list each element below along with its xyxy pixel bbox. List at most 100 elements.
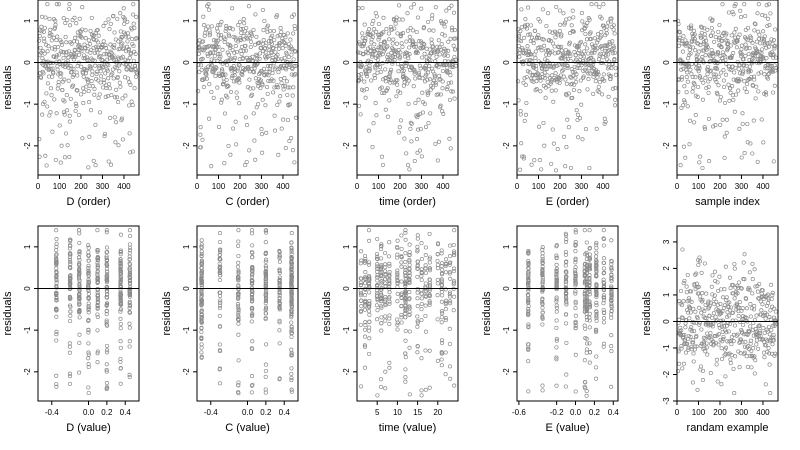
data-point	[249, 272, 255, 278]
points	[676, 2, 778, 171]
data-point	[722, 134, 727, 139]
data-point	[702, 261, 707, 266]
data-point	[707, 159, 712, 164]
data-point	[86, 306, 91, 311]
data-point	[387, 254, 392, 259]
data-point	[251, 86, 256, 91]
data-point	[280, 46, 285, 51]
data-point	[274, 84, 279, 89]
y-tick-label: -2	[342, 368, 351, 376]
data-point	[439, 351, 444, 356]
data-point	[676, 369, 681, 374]
data-point	[265, 23, 270, 28]
data-point	[594, 376, 599, 381]
data-point	[269, 41, 274, 46]
data-point	[446, 80, 451, 86]
data-point	[554, 345, 559, 350]
data-point	[263, 278, 268, 283]
data-point	[536, 35, 541, 41]
data-point	[594, 303, 599, 308]
data-point	[729, 33, 734, 38]
data-point	[92, 58, 97, 63]
data-point	[536, 71, 541, 77]
data-point	[604, 61, 609, 66]
x-axis-label: E (order)	[546, 196, 589, 208]
data-point	[586, 71, 591, 76]
data-point	[751, 346, 756, 351]
data-point	[435, 252, 440, 257]
data-point	[284, 52, 289, 57]
data-point	[540, 310, 545, 315]
data-point	[726, 329, 731, 334]
data-point	[443, 350, 448, 355]
data-point	[752, 354, 757, 359]
data-point	[378, 377, 384, 382]
data-point	[86, 165, 91, 170]
data-point	[427, 266, 432, 271]
data-point	[201, 14, 206, 19]
data-point	[59, 71, 64, 76]
data-point	[54, 298, 59, 303]
data-point	[403, 230, 408, 235]
data-point	[444, 8, 449, 13]
data-point	[742, 350, 747, 355]
data-point	[359, 44, 364, 49]
data-point	[416, 70, 422, 75]
data-point	[710, 273, 715, 278]
data-point	[419, 296, 424, 301]
data-point	[752, 371, 757, 376]
data-point	[42, 39, 47, 44]
data-point	[743, 27, 748, 32]
data-point	[399, 254, 404, 259]
data-point	[395, 327, 400, 332]
data-point	[594, 242, 599, 247]
data-point	[754, 338, 759, 343]
data-point	[723, 72, 729, 77]
data-point	[409, 139, 414, 144]
data-point	[686, 296, 691, 301]
data-point	[684, 90, 689, 95]
data-point	[448, 243, 453, 248]
data-point	[526, 288, 531, 293]
data-point	[132, 63, 138, 68]
data-point	[290, 93, 295, 98]
data-point	[746, 25, 751, 30]
data-point	[387, 37, 392, 42]
data-point	[429, 16, 434, 21]
data-point	[451, 269, 456, 274]
data-point	[79, 27, 85, 32]
data-point	[289, 282, 294, 287]
data-point	[720, 2, 725, 7]
data-point	[440, 267, 445, 272]
data-point	[62, 112, 67, 117]
data-point	[277, 305, 282, 310]
data-point	[726, 82, 731, 87]
data-point	[381, 49, 386, 54]
data-point	[722, 100, 728, 106]
data-point	[374, 303, 379, 308]
data-point	[415, 233, 420, 238]
data-point	[728, 43, 733, 48]
data-point	[286, 85, 291, 90]
data-point	[609, 333, 614, 338]
data-point	[601, 320, 606, 325]
data-point	[420, 90, 425, 95]
data-point	[217, 313, 222, 318]
data-point	[374, 29, 379, 34]
data-point	[527, 32, 533, 37]
data-point	[451, 280, 456, 285]
data-point	[228, 43, 233, 49]
data-point	[589, 55, 594, 60]
data-point	[403, 355, 408, 360]
data-point	[253, 157, 258, 162]
data-point	[712, 301, 717, 307]
data-point	[80, 5, 85, 10]
data-point	[395, 82, 400, 87]
data-point	[771, 338, 776, 343]
data-point	[86, 243, 91, 248]
data-point	[708, 371, 713, 376]
data-point	[289, 300, 294, 305]
data-point	[603, 119, 608, 124]
data-point	[289, 246, 294, 251]
